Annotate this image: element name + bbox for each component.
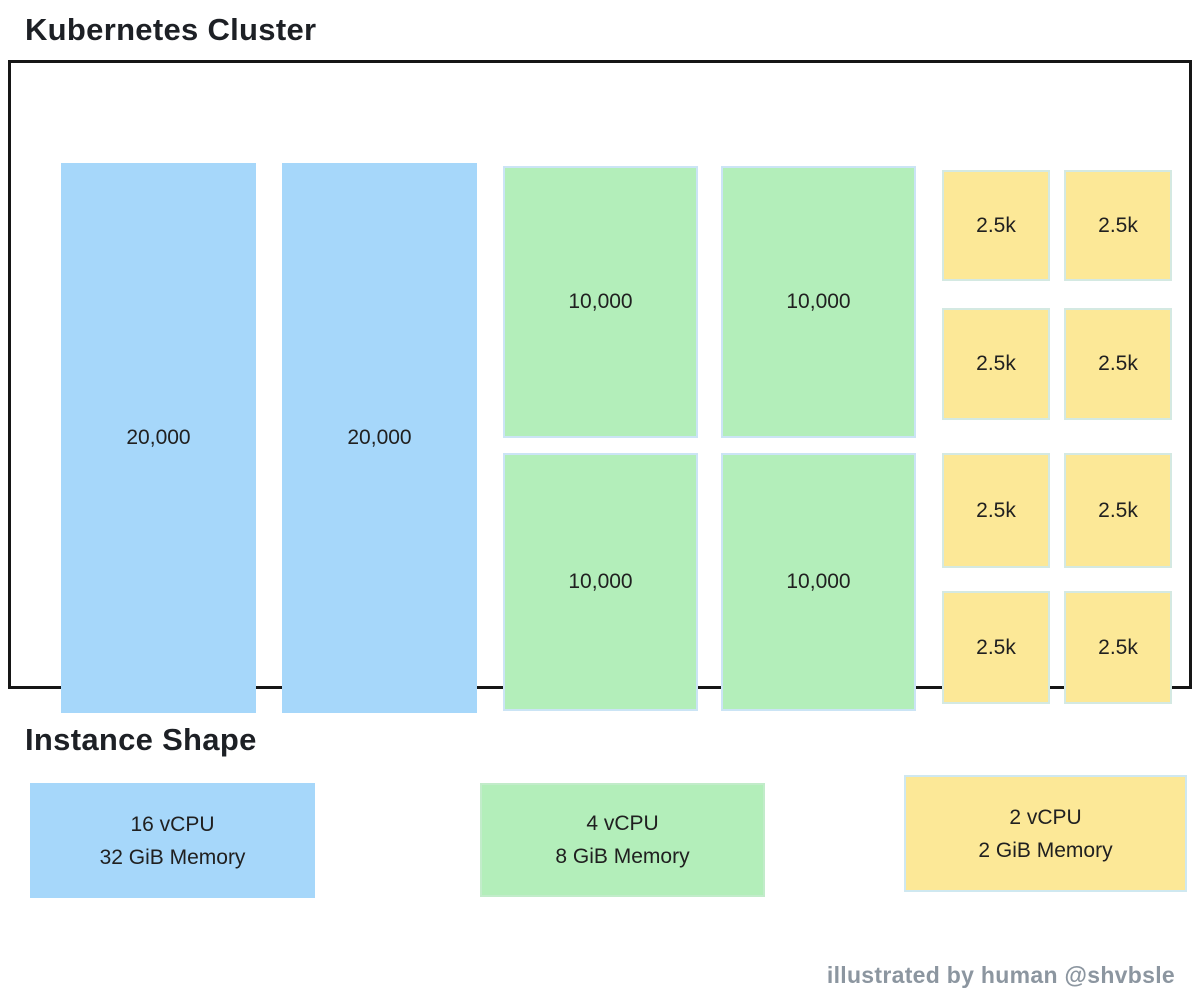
node-pod-count: 2.5k	[1098, 498, 1138, 522]
node-pod-count: 20,000	[347, 426, 412, 449]
medium-instance-node-1: 10,000	[503, 166, 698, 438]
legend-item-small-instance: 2 vCPU 2 GiB Memory	[904, 775, 1187, 892]
legend-title: Instance Shape	[25, 722, 257, 757]
node-pod-count: 2.5k	[1098, 213, 1138, 237]
node-pod-count: 20,000	[126, 426, 191, 449]
large-instance-node-1: 20,000	[61, 163, 256, 713]
small-instance-node-2: 2.5k	[1064, 170, 1172, 281]
legend-memory-label: 2 GiB Memory	[978, 838, 1113, 862]
small-instance-node-6: 2.5k	[1064, 453, 1172, 568]
small-instance-node-5: 2.5k	[942, 453, 1050, 568]
node-pod-count: 2.5k	[1098, 352, 1138, 375]
medium-instance-node-4: 10,000	[721, 453, 916, 711]
node-pod-count: 10,000	[786, 570, 851, 593]
node-pod-count: 10,000	[786, 290, 851, 313]
attribution-text: illustrated by human @shvbsle	[826, 962, 1175, 988]
node-pod-count: 10,000	[568, 570, 633, 593]
cluster-title: Kubernetes Cluster	[25, 12, 317, 47]
small-instance-node-3: 2.5k	[942, 308, 1050, 420]
cluster-boundary: 20,000 20,000 10,000 10,000 10,000 10,00…	[8, 60, 1192, 713]
small-instance-node-7: 2.5k	[942, 591, 1050, 704]
small-instance-node-1: 2.5k	[942, 170, 1050, 281]
legend-memory-label: 8 GiB Memory	[555, 845, 690, 868]
node-pod-count: 2.5k	[1098, 635, 1138, 659]
small-instance-node-4: 2.5k	[1064, 308, 1172, 420]
large-instance-node-2: 20,000	[282, 163, 477, 713]
legend-item-large-instance: 16 vCPU 32 GiB Memory	[30, 783, 315, 898]
node-pod-count: 10,000	[568, 290, 633, 313]
legend-vcpu-label: 4 vCPU	[586, 812, 659, 835]
legend-item-medium-instance: 4 vCPU 8 GiB Memory	[480, 783, 765, 897]
node-pod-count: 2.5k	[976, 635, 1016, 659]
node-pod-count: 2.5k	[976, 498, 1016, 522]
medium-instance-node-3: 10,000	[503, 453, 698, 711]
medium-instance-node-2: 10,000	[721, 166, 916, 438]
legend-vcpu-label: 16 vCPU	[130, 812, 215, 836]
node-pod-count: 2.5k	[976, 213, 1016, 237]
legend-memory-label: 32 GiB Memory	[99, 845, 246, 869]
legend-vcpu-label: 2 vCPU	[1009, 805, 1082, 829]
small-instance-node-8: 2.5k	[1064, 591, 1172, 704]
node-pod-count: 2.5k	[976, 352, 1016, 375]
